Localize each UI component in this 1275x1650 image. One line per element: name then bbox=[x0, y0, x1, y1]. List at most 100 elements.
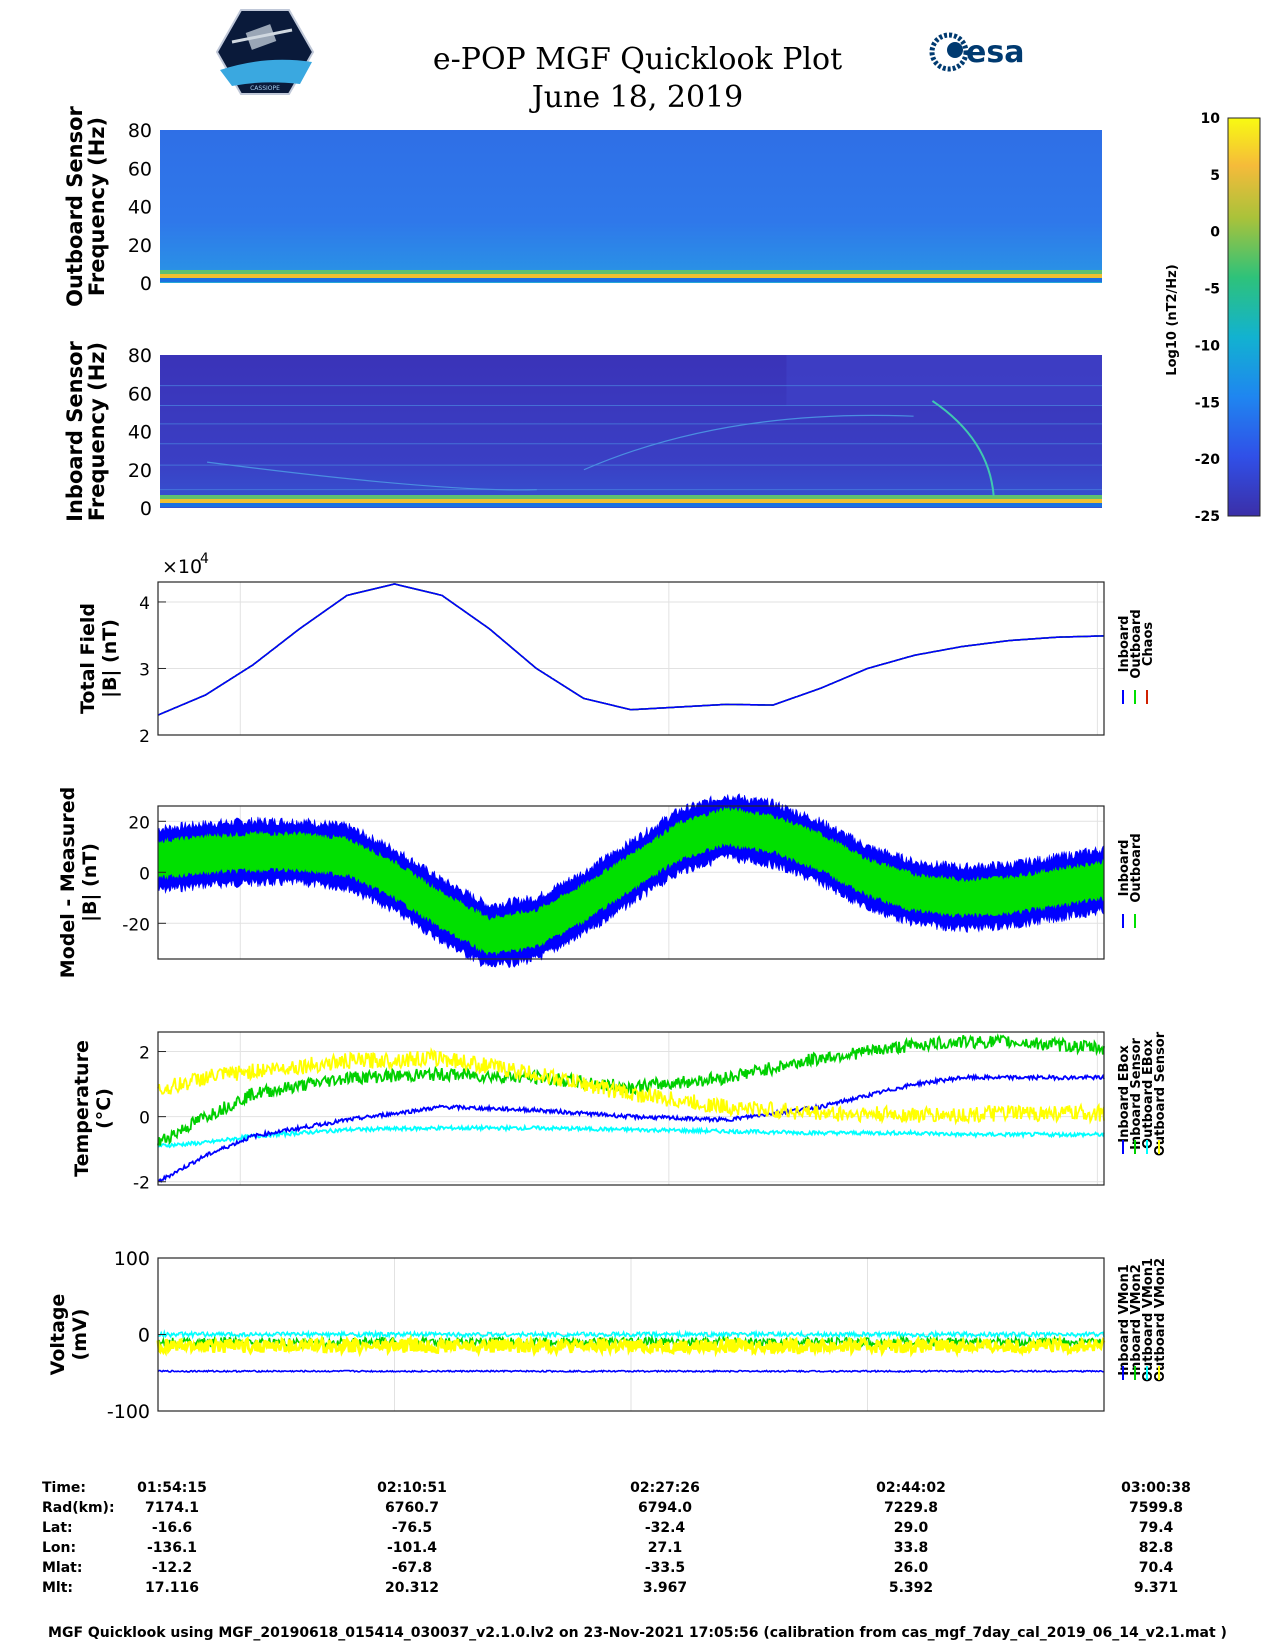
table-cell: 02:44:02 bbox=[876, 1480, 946, 1496]
series-line-inboard-ebox bbox=[157, 1073, 1105, 1184]
legend-label: Inboard EBox bbox=[1117, 1045, 1132, 1143]
spectrogram-tone bbox=[207, 461, 537, 491]
y-axis-label-line1: Model - Measured bbox=[57, 787, 79, 978]
legend-label: Outboard EBox bbox=[1141, 1038, 1156, 1148]
y-tick-label: -20 bbox=[122, 915, 150, 935]
legend-label: Inboard bbox=[1117, 616, 1132, 673]
y-tick-label: 60 bbox=[128, 383, 152, 405]
legend-label: Outboard bbox=[1129, 833, 1144, 902]
legend-label: Inboard VMon2 bbox=[1129, 1264, 1144, 1376]
y-tick-label: 80 bbox=[128, 345, 152, 367]
exponent-power: 4 bbox=[200, 551, 209, 567]
table-cell: 79.4 bbox=[1139, 1520, 1174, 1536]
plot-background bbox=[158, 582, 1104, 735]
y-tick-label: 0 bbox=[139, 864, 150, 884]
series-line-outboard-vmon1 bbox=[157, 1329, 1105, 1340]
spectrogram-low-band-2 bbox=[160, 270, 1102, 274]
y-tick-label: 0 bbox=[139, 1109, 150, 1129]
table-cell: 02:27:26 bbox=[630, 1480, 700, 1496]
plot-background bbox=[158, 1032, 1104, 1185]
legend-label: Inboard VMon1 bbox=[1117, 1264, 1132, 1376]
colorbar-tick-label: 5 bbox=[1210, 168, 1220, 184]
spectrogram-tone bbox=[583, 414, 914, 471]
colorbar bbox=[1227, 117, 1261, 517]
colorbar-tick-label: 10 bbox=[1201, 111, 1221, 127]
y-axis-label-line2: Frequency (Hz) bbox=[85, 117, 109, 296]
y-ticks: 100 0 -100 bbox=[107, 1248, 166, 1423]
table-cell: -67.8 bbox=[392, 1560, 432, 1576]
table-cell: -32.4 bbox=[645, 1520, 686, 1536]
y-ticks: 80 60 40 20 0 bbox=[128, 120, 152, 295]
y-tick-label: 20 bbox=[128, 235, 152, 257]
table-cell: 7174.1 bbox=[145, 1500, 199, 1516]
spectrogram-low-band bbox=[160, 499, 1102, 503]
table-cell: 26.0 bbox=[894, 1560, 929, 1576]
spectrogram-tone bbox=[931, 400, 995, 496]
y-tick-label: 4 bbox=[139, 594, 150, 614]
y-tick-label: 0 bbox=[140, 273, 152, 295]
y-tick-label: 0 bbox=[140, 498, 152, 520]
y-axis-label-line1: Inboard Sensor bbox=[63, 341, 87, 522]
spectrogram-block bbox=[786, 355, 1102, 406]
spectrogram-floor bbox=[160, 278, 1102, 282]
colorbar-tick-label: -25 bbox=[1195, 509, 1220, 525]
y-tick-label: 60 bbox=[128, 158, 152, 180]
cassiope-logo: CASSIOPE bbox=[215, 9, 315, 95]
legend-label: Outboard VMon1 bbox=[1141, 1258, 1156, 1382]
series-line-inboard bbox=[157, 583, 1104, 716]
y-tick-label: 2 bbox=[139, 727, 150, 747]
table-cell: -33.5 bbox=[645, 1560, 685, 1576]
y-tick-label: 40 bbox=[128, 422, 152, 444]
y-tick-label: 3 bbox=[139, 660, 150, 680]
legend-label: Chaos bbox=[1141, 622, 1156, 666]
table-cell: -16.6 bbox=[152, 1520, 192, 1536]
table-cell: -136.1 bbox=[147, 1540, 197, 1556]
table-cell: 82.8 bbox=[1139, 1540, 1174, 1556]
series-line-outboard-sensor bbox=[157, 1047, 1105, 1126]
table-cell: 01:54:15 bbox=[137, 1480, 207, 1496]
table-row-label: Mlt: bbox=[42, 1580, 73, 1596]
y-axis-label-line1: Total Field bbox=[77, 603, 99, 714]
table-cell: 3.967 bbox=[643, 1580, 687, 1596]
table-row-label: Time: bbox=[42, 1480, 86, 1496]
series-line-outboard-vmon2 bbox=[156, 1333, 1106, 1358]
y-tick-label: 100 bbox=[114, 1248, 150, 1270]
table-row-label: Rad(km): bbox=[42, 1500, 115, 1516]
table-cell: 70.4 bbox=[1139, 1560, 1174, 1576]
y-tick-label: 20 bbox=[128, 813, 150, 833]
y-axis-label-line2: (°C) bbox=[93, 1088, 115, 1129]
axes-box bbox=[157, 581, 1105, 736]
table-row-label: Mlat: bbox=[42, 1560, 82, 1576]
y-tick-label: 20 bbox=[128, 460, 152, 482]
y-ticks: 2 3 4 bbox=[139, 594, 166, 747]
spectrogram-low-band-2 bbox=[160, 495, 1102, 499]
colorbar-tick-label: -20 bbox=[1195, 452, 1221, 468]
table-cell: 03:00:38 bbox=[1121, 1480, 1191, 1496]
table-cell: -101.4 bbox=[387, 1540, 437, 1556]
legend-label: Outboard VMon2 bbox=[1153, 1258, 1168, 1382]
y-tick-label: 0 bbox=[138, 1325, 150, 1347]
colorbar-tick-label: -5 bbox=[1204, 282, 1220, 298]
series-line-outboard-ebox bbox=[157, 1123, 1105, 1149]
y-axis-label-line1: Outboard Sensor bbox=[63, 105, 87, 306]
footer-caption: MGF Quicklook using MGF_20190618_015414_… bbox=[48, 1625, 1227, 1641]
spectrogram-low-band bbox=[160, 274, 1102, 278]
y-tick-label: 2 bbox=[139, 1044, 150, 1064]
table-cell: 17.116 bbox=[145, 1580, 199, 1596]
table-cell: 27.1 bbox=[648, 1540, 683, 1556]
axes-box bbox=[157, 805, 1105, 960]
table-cell: 33.8 bbox=[894, 1540, 929, 1556]
spectrogram-floor bbox=[160, 503, 1102, 507]
table-cell: 20.312 bbox=[385, 1580, 439, 1596]
colorbar-tick-label: -15 bbox=[1195, 395, 1220, 411]
esa-logo-text: esa bbox=[966, 35, 1024, 70]
legend-label: Inboard Sensor bbox=[1129, 1037, 1144, 1149]
colorbar-tick-label: -10 bbox=[1195, 338, 1221, 354]
